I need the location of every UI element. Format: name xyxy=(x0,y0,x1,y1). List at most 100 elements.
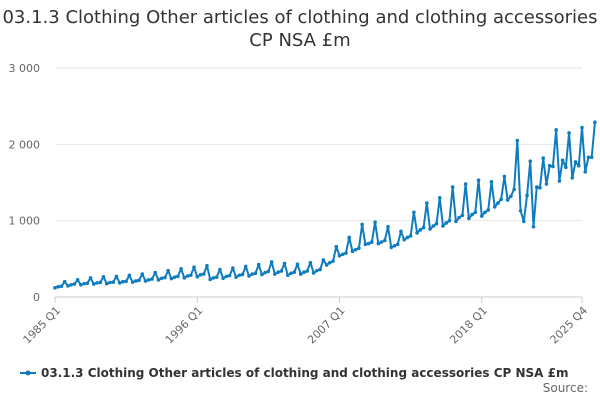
data-point xyxy=(402,237,406,242)
legend-label[interactable]: 03.1.3 Clothing Other articles of clothi… xyxy=(41,366,569,380)
data-point xyxy=(492,205,497,209)
data-point xyxy=(166,268,170,273)
data-point xyxy=(205,263,209,268)
data-point xyxy=(434,221,439,226)
data-point xyxy=(395,242,400,247)
data-point xyxy=(192,265,196,270)
data-point xyxy=(321,258,326,262)
data-point xyxy=(418,228,423,232)
data-point xyxy=(188,273,193,278)
data-point xyxy=(386,224,390,229)
data-point xyxy=(366,241,371,246)
data-point xyxy=(444,221,449,225)
data-point xyxy=(489,179,494,184)
data-point xyxy=(399,229,403,234)
data-point xyxy=(515,138,520,143)
data-point xyxy=(185,274,190,278)
data-point xyxy=(551,164,555,169)
data-point xyxy=(53,286,57,290)
data-point xyxy=(586,155,591,160)
data-point xyxy=(544,182,549,186)
y-tick-label: 3 000 xyxy=(9,62,41,75)
data-point xyxy=(570,176,575,180)
data-point xyxy=(389,245,394,250)
data-point xyxy=(447,218,452,223)
data-point xyxy=(373,220,377,224)
data-point xyxy=(379,240,384,244)
data-point xyxy=(88,276,93,280)
data-point xyxy=(428,227,432,231)
data-point xyxy=(156,278,161,282)
data-point xyxy=(234,275,238,279)
data-point xyxy=(589,155,594,160)
source-label: Source: xyxy=(543,381,588,395)
data-point xyxy=(130,280,135,284)
data-point xyxy=(292,270,297,274)
data-point xyxy=(82,281,86,286)
data-point xyxy=(285,273,290,278)
data-point xyxy=(56,284,61,289)
data-point xyxy=(198,273,203,277)
data-point xyxy=(182,276,187,280)
x-tick-label: 1996 Q1 xyxy=(163,304,206,347)
data-point xyxy=(95,281,99,285)
data-point xyxy=(179,266,183,271)
data-point xyxy=(567,131,571,135)
data-point xyxy=(237,273,242,278)
data-point xyxy=(437,195,442,200)
data-point xyxy=(538,186,542,190)
legend-marker xyxy=(25,370,31,376)
data-point xyxy=(331,259,335,263)
x-tick-label: 2007 Q1 xyxy=(305,304,348,347)
data-point xyxy=(450,185,455,189)
data-point xyxy=(289,271,293,276)
data-point xyxy=(98,280,103,285)
data-point xyxy=(560,158,565,163)
data-point xyxy=(221,276,225,281)
data-point xyxy=(150,277,154,281)
data-point xyxy=(496,201,500,205)
data-point xyxy=(282,261,287,266)
data-point xyxy=(353,247,358,252)
data-point xyxy=(554,128,558,132)
x-tick-label: 2025 Q4 xyxy=(548,304,591,347)
data-point xyxy=(344,251,348,255)
data-point xyxy=(457,215,461,220)
data-point xyxy=(512,187,516,192)
data-point xyxy=(276,270,280,274)
data-point xyxy=(576,163,581,168)
data-point xyxy=(467,216,471,221)
data-point xyxy=(460,213,465,218)
data-point xyxy=(311,271,316,275)
data-point xyxy=(114,274,119,279)
data-point xyxy=(593,120,597,124)
data-point xyxy=(454,219,458,224)
data-point xyxy=(334,244,339,249)
data-point xyxy=(509,194,513,199)
data-point xyxy=(140,272,145,276)
data-point xyxy=(441,224,445,228)
data-point xyxy=(580,125,584,130)
data-point xyxy=(269,260,274,264)
data-point xyxy=(201,272,206,276)
x-tick-label: 2018 Q1 xyxy=(447,304,490,347)
data-point xyxy=(295,262,300,266)
data-point xyxy=(227,273,232,278)
data-point xyxy=(59,284,64,289)
data-point xyxy=(172,275,177,279)
data-point xyxy=(470,212,474,217)
data-point xyxy=(340,252,345,257)
data-point xyxy=(111,280,115,284)
data-point xyxy=(263,270,267,275)
data-point xyxy=(541,156,545,160)
data-point xyxy=(224,274,229,279)
data-point xyxy=(412,210,416,215)
data-point xyxy=(92,282,96,286)
data-point xyxy=(518,208,523,213)
data-point xyxy=(382,238,387,243)
data-point xyxy=(260,272,264,277)
data-point xyxy=(137,278,141,283)
data-point xyxy=(360,222,364,227)
data-point xyxy=(415,231,419,235)
